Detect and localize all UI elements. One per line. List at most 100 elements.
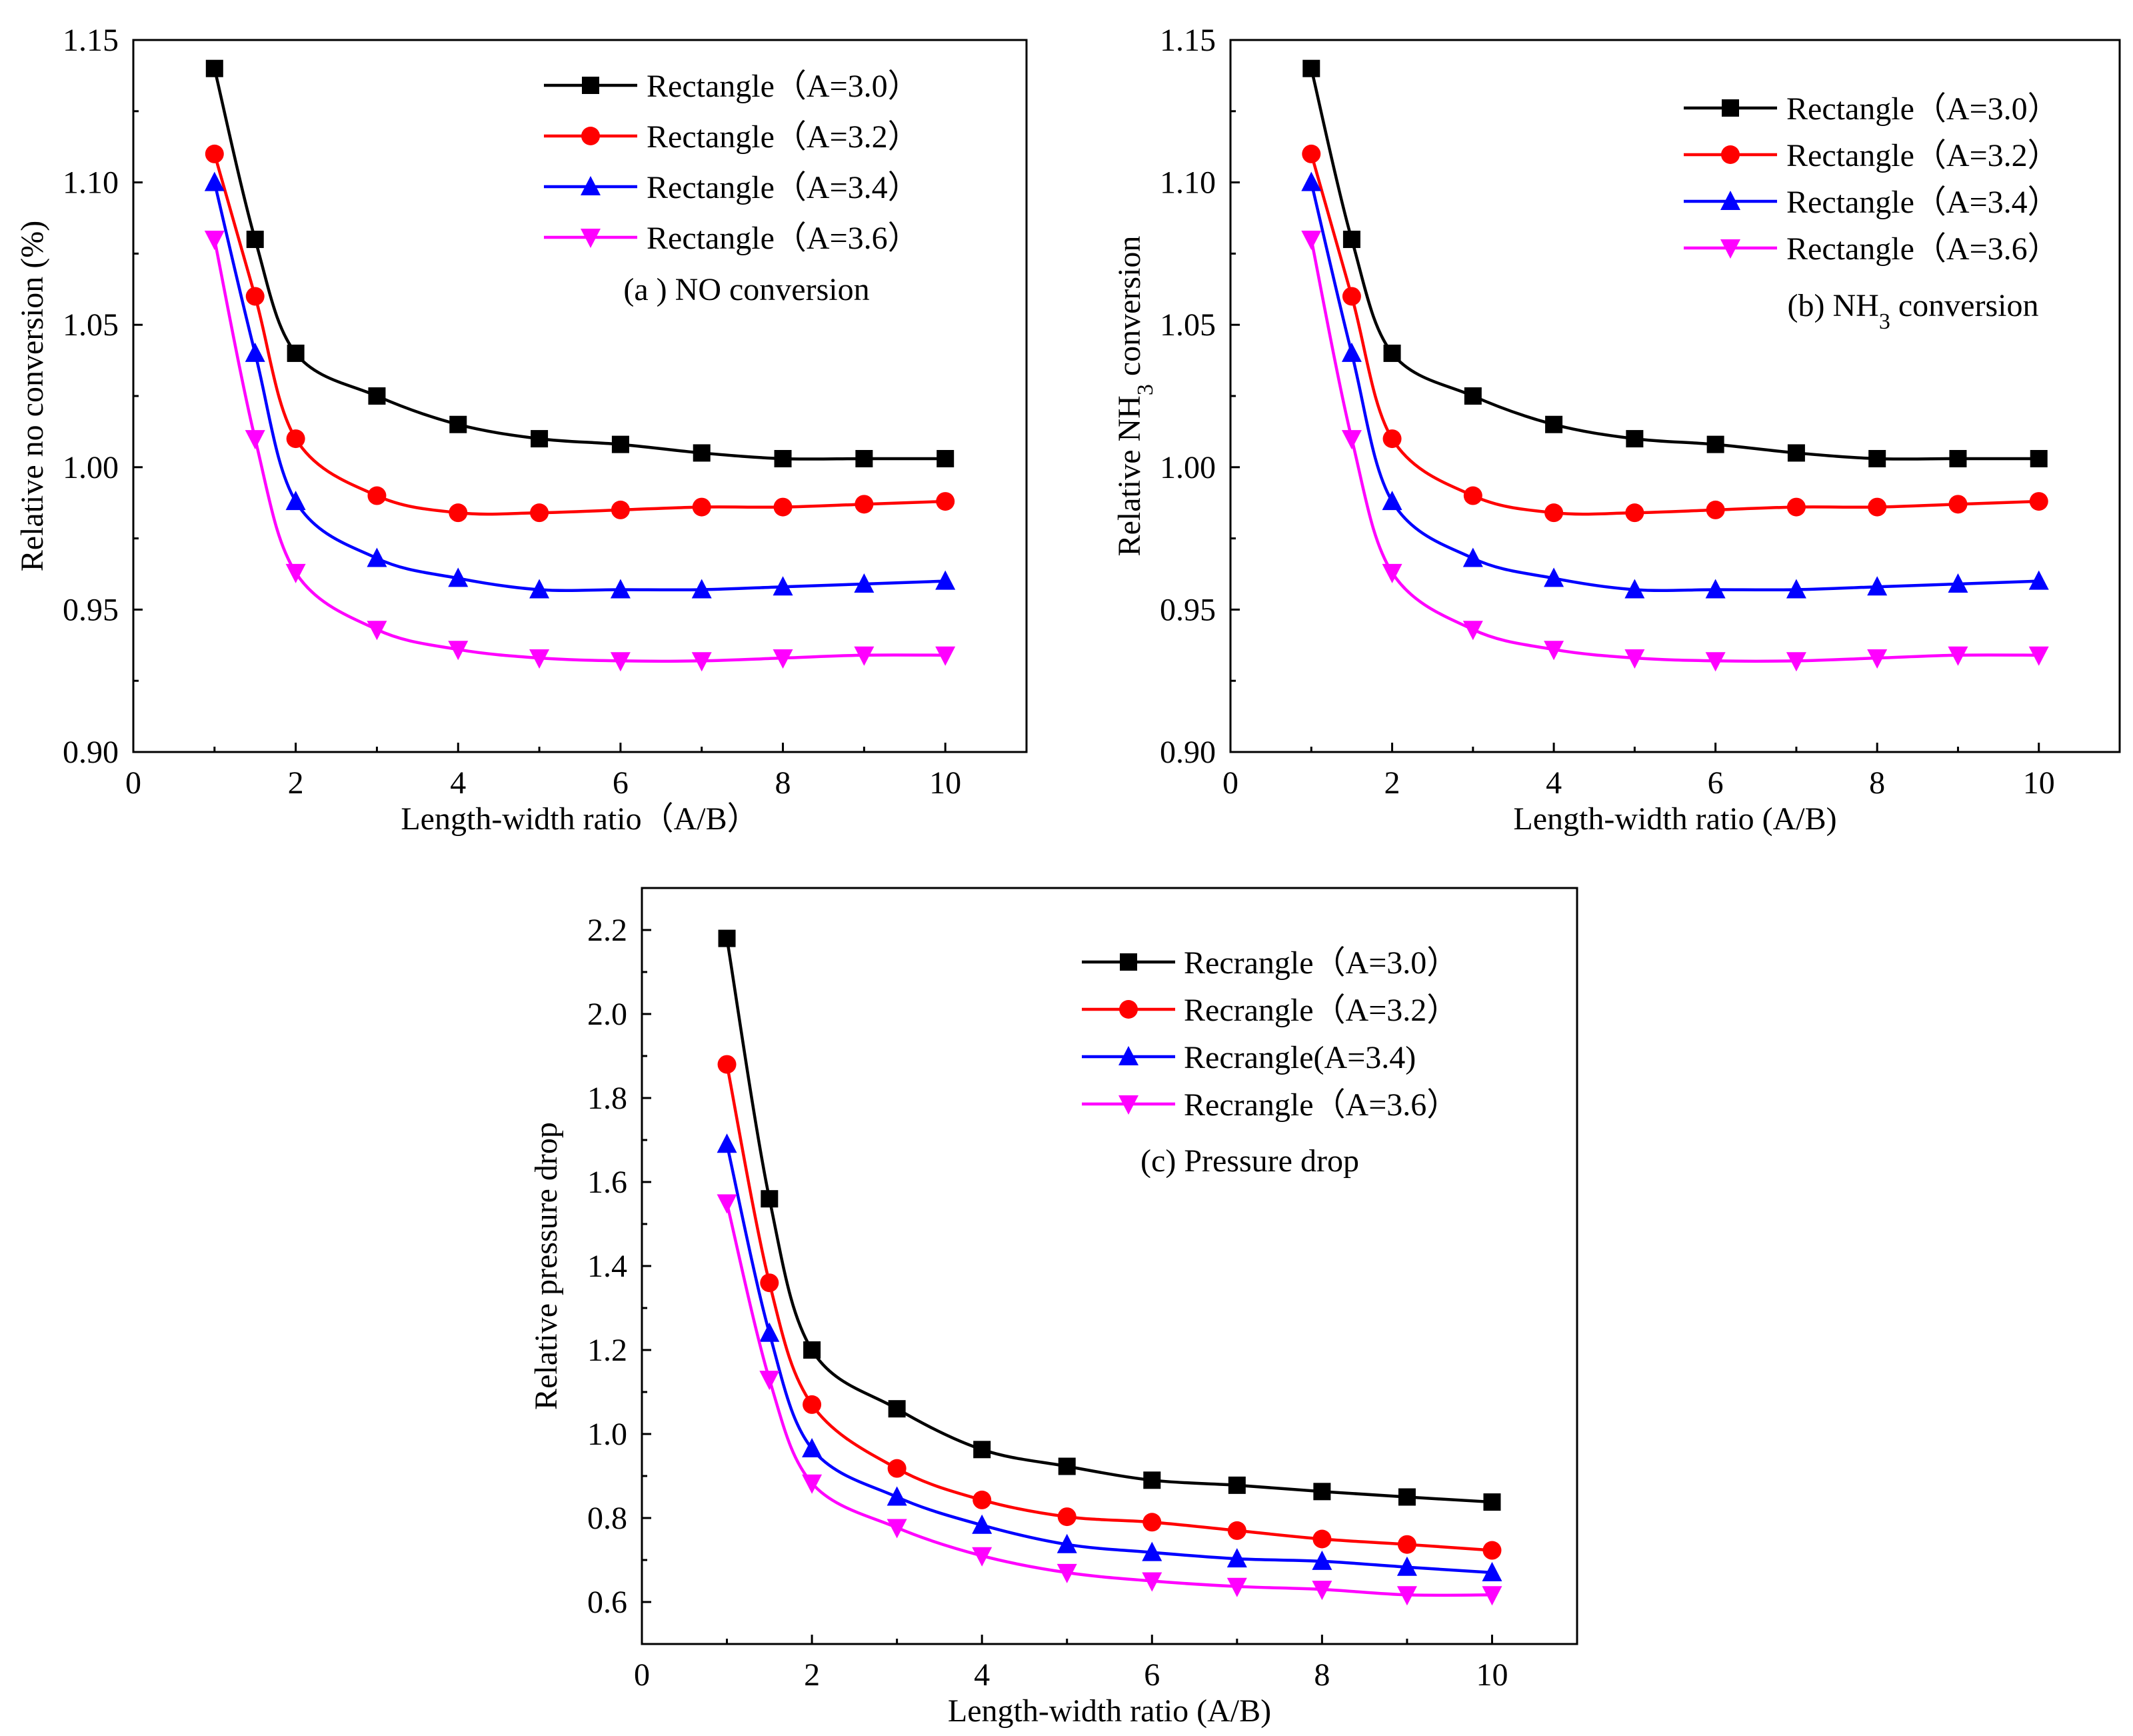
panel-title: (b) NH3 conversion bbox=[1788, 288, 2039, 334]
data-point bbox=[1482, 1561, 1502, 1581]
series-square bbox=[718, 929, 1501, 1511]
data-point bbox=[1143, 1471, 1161, 1489]
data-point bbox=[367, 486, 387, 505]
data-point bbox=[1705, 652, 1726, 672]
legend-marker bbox=[1118, 1046, 1138, 1065]
data-point bbox=[204, 231, 225, 251]
legend-label: Rectangle（A=3.6） bbox=[647, 221, 920, 256]
legend-label: Rectangle（A=3.6） bbox=[1786, 231, 2060, 267]
data-point bbox=[692, 497, 711, 517]
data-point bbox=[448, 641, 469, 661]
data-point bbox=[1226, 1548, 1247, 1568]
legend-entry: Rectangle（A=3.2） bbox=[1684, 138, 2060, 173]
data-point bbox=[1463, 486, 1482, 505]
data-point bbox=[774, 449, 792, 467]
series-line bbox=[725, 1202, 1492, 1597]
series-circle bbox=[717, 1055, 1502, 1560]
legend-label: Recrangle（A=3.6） bbox=[1184, 1087, 1458, 1123]
data-point bbox=[205, 144, 224, 163]
legend-marker bbox=[1118, 1095, 1138, 1115]
data-point bbox=[1312, 1581, 1332, 1601]
data-point bbox=[937, 449, 955, 467]
y-tick-label: 1.15 bbox=[63, 23, 119, 58]
data-point bbox=[717, 1055, 737, 1074]
data-point bbox=[1786, 652, 1806, 672]
y-tick-label: 1.6 bbox=[587, 1165, 627, 1200]
data-point bbox=[1227, 1521, 1246, 1540]
legend-marker bbox=[1720, 239, 1740, 259]
data-point bbox=[1312, 1529, 1332, 1549]
data-point bbox=[610, 579, 631, 599]
data-point bbox=[1228, 1476, 1246, 1494]
data-point bbox=[611, 500, 630, 519]
data-point bbox=[887, 1519, 907, 1539]
data-point bbox=[1706, 500, 1725, 519]
x-tick-label: 4 bbox=[974, 1657, 990, 1693]
data-point bbox=[1786, 579, 1806, 599]
legend-entry: Rectangle（A=3.0） bbox=[544, 69, 920, 104]
data-point bbox=[1544, 503, 1564, 523]
x-tick-label: 4 bbox=[1546, 765, 1562, 801]
data-point bbox=[936, 492, 955, 511]
chart-panel-c: 0 2 4 6 8 10 0.6 0.8 1.0 1.2 1.4 1.6 1.8 2.0 2.2 Length… bbox=[529, 887, 1578, 1729]
x-tick-label: 2 bbox=[804, 1657, 820, 1693]
data-point bbox=[1396, 1586, 1417, 1606]
data-point bbox=[1341, 430, 1362, 450]
data-point bbox=[1341, 342, 1362, 362]
y-tick-label: 1.00 bbox=[63, 450, 119, 485]
data-point bbox=[610, 652, 631, 672]
data-point bbox=[773, 576, 793, 596]
y-tick-label: 1.2 bbox=[587, 1333, 627, 1368]
data-point bbox=[1868, 497, 1887, 517]
legend-label: Rectangle（A=3.0） bbox=[647, 69, 920, 104]
series-circle bbox=[205, 144, 955, 523]
x-tick-label: 0 bbox=[1222, 765, 1238, 801]
data-point bbox=[1142, 1513, 1162, 1532]
chart-panel-a: 0 2 4 6 8 10 0.90 0.95 1.00 1.05 1.10 1.15 Length-wi… bbox=[15, 23, 1028, 837]
legend-marker bbox=[581, 127, 600, 145]
data-point bbox=[1625, 503, 1644, 523]
data-point bbox=[245, 342, 265, 362]
data-point bbox=[888, 1400, 906, 1418]
data-point bbox=[802, 1474, 823, 1494]
data-point bbox=[529, 649, 550, 669]
y-tick-label: 0.95 bbox=[1160, 592, 1216, 627]
data-point bbox=[1057, 1507, 1076, 1527]
data-point bbox=[1342, 287, 1361, 306]
y-tick-label: 1.00 bbox=[1160, 450, 1216, 485]
data-point bbox=[691, 579, 712, 599]
legend-label: Recrangle(A=3.4) bbox=[1184, 1040, 1416, 1075]
data-point bbox=[1624, 649, 1645, 669]
data-point bbox=[935, 570, 956, 590]
y-tick-label: 1.15 bbox=[1160, 23, 1216, 58]
data-point bbox=[717, 1133, 737, 1153]
data-point bbox=[1312, 1550, 1332, 1570]
data-point bbox=[1057, 1563, 1077, 1583]
data-point bbox=[1302, 144, 1321, 163]
data-point bbox=[1057, 1533, 1077, 1553]
y-tick-label: 0.90 bbox=[1160, 735, 1216, 770]
data-point bbox=[1382, 491, 1402, 511]
data-point bbox=[285, 563, 306, 583]
data-point bbox=[529, 579, 550, 599]
data-point bbox=[1397, 1535, 1416, 1554]
data-point bbox=[1624, 579, 1645, 599]
data-point bbox=[803, 1341, 821, 1359]
data-point bbox=[1948, 646, 1968, 666]
data-point bbox=[2029, 492, 2048, 511]
legend-marker bbox=[581, 176, 601, 195]
legend-entry: Rectangle（A=3.4） bbox=[544, 170, 920, 205]
data-point bbox=[1948, 573, 1968, 593]
data-point bbox=[855, 495, 874, 514]
data-point bbox=[367, 621, 387, 641]
legend-label: Recrangle（A=3.2） bbox=[1184, 993, 1458, 1028]
data-point bbox=[802, 1438, 823, 1458]
y-tick-label: 1.10 bbox=[63, 165, 119, 201]
legend-entry: Rectangle（A=3.6） bbox=[544, 221, 920, 256]
data-point bbox=[1462, 621, 1483, 641]
panel-title: (a ) NO conversion bbox=[623, 272, 869, 307]
data-point bbox=[245, 430, 265, 450]
series-line bbox=[1310, 239, 2039, 663]
legend-marker bbox=[1120, 953, 1137, 971]
